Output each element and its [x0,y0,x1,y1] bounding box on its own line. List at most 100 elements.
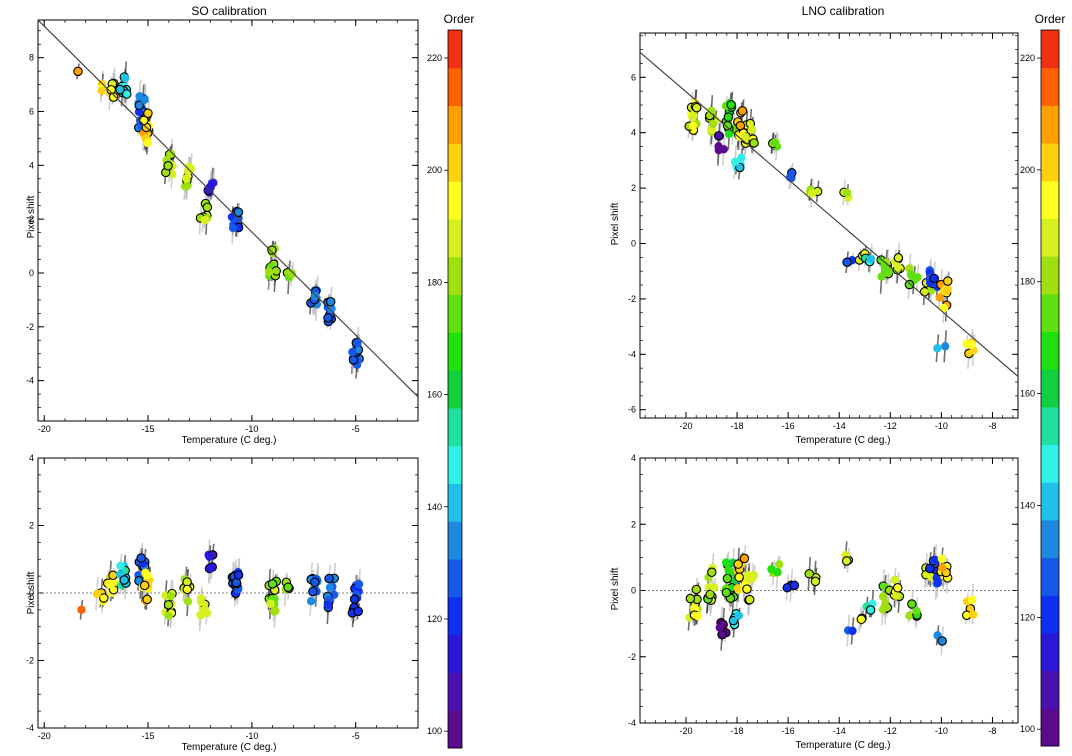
data-point [721,558,731,567]
data-point [937,554,947,564]
y-tick-label: 4 [29,160,34,170]
y-tick-label: -2 [26,322,34,332]
data-point [134,100,144,111]
data-point [749,138,759,148]
data-point [770,138,779,147]
data-point [166,592,175,601]
data-point [323,600,333,609]
data-point [689,110,698,119]
data-point [164,611,173,620]
data-point [739,553,750,564]
data-point [715,623,724,632]
data-point [140,95,149,105]
data-point [967,340,976,349]
data-point [121,73,130,83]
colorbar-segment [1041,406,1059,446]
x-tick-label: -15 [142,731,155,741]
data-point [940,342,950,351]
data-point [856,614,867,625]
data-point [105,580,114,589]
data-point [733,559,743,569]
data-point [182,174,191,183]
so-bottom-x-axis-label: Temperature (C deg.) [181,742,276,753]
x-tick-label: -14 [833,421,846,431]
colorbar-segment [1041,519,1059,559]
colorbar-segment [448,181,462,220]
data-point [937,636,947,646]
data-point [353,606,364,617]
y-tick-label: 0 [29,588,34,598]
data-point [233,207,244,217]
lno-colorbar-scale: 100 120 140 160 180 200 220 [1020,29,1060,747]
data-point [267,245,277,255]
colorbar-tick-label: 140 [427,502,442,512]
data-point [942,276,953,286]
colorbar-segment [448,332,462,371]
colorbar-segment [448,294,462,333]
data-point [744,594,755,605]
data-point [737,153,746,162]
data-point [143,138,153,148]
plot-marks [38,539,418,632]
data-point [710,583,719,592]
colorbar-tick-label: 100 [427,726,442,736]
data-point [893,262,903,272]
data-point [139,115,149,126]
colorbar-segment [1041,180,1059,219]
colorbar-tick-label: 100 [1020,724,1035,734]
data-point [938,563,947,573]
data-point [735,162,745,173]
colorbar-segment [1041,369,1059,408]
data-point [737,106,748,116]
data-point [310,577,320,587]
plot-marks [640,51,1018,377]
colorbar-segment [448,521,462,560]
plot-frame [639,32,1019,419]
colorbar-tick-label: 200 [1020,165,1035,175]
data-point [707,106,716,115]
data-point [866,254,876,264]
so-calibration-title: SO calibration [191,4,266,18]
colorbar-tick-label: 140 [1020,500,1035,510]
colorbar-segment [1041,632,1059,672]
data-point [184,162,194,171]
y-tick-label: -4 [26,376,34,386]
data-point [202,608,212,618]
data-point [912,606,921,616]
data-point [724,566,733,575]
colorbar-tick-label: 160 [1020,389,1035,399]
data-point [929,273,939,284]
data-point [163,600,174,610]
data-point [865,605,876,615]
data-point [967,595,977,605]
colorbar-segment [448,143,462,182]
data-point [310,291,320,301]
data-point [773,568,782,577]
x-tick-label: -5 [352,731,360,741]
data-point [108,570,118,581]
colorbar-tick-label: 180 [1020,277,1035,287]
data-point [267,579,278,589]
y-tick-label: 2 [29,214,34,224]
data-point [907,599,917,609]
so-top-y-axis-label: Pixel shift [26,195,37,238]
data-point [804,569,814,579]
data-point [206,564,215,573]
data-point [92,589,102,599]
data-point [933,344,942,353]
colorbar-tick-label: 220 [1020,53,1035,63]
data-point [906,270,916,279]
colorbar-segment [1041,30,1059,69]
colorbar-segment [1041,256,1059,295]
data-point [723,112,734,122]
data-point [919,287,930,297]
data-point [733,584,743,593]
y-tick-label: 4 [631,453,636,463]
colorbar-segment [448,256,462,296]
data-point [266,599,275,608]
colorbar-segment [1041,708,1059,747]
colorbar-tick-label: 120 [427,614,442,624]
colorbar-frame [447,29,463,749]
data-point [708,119,718,129]
